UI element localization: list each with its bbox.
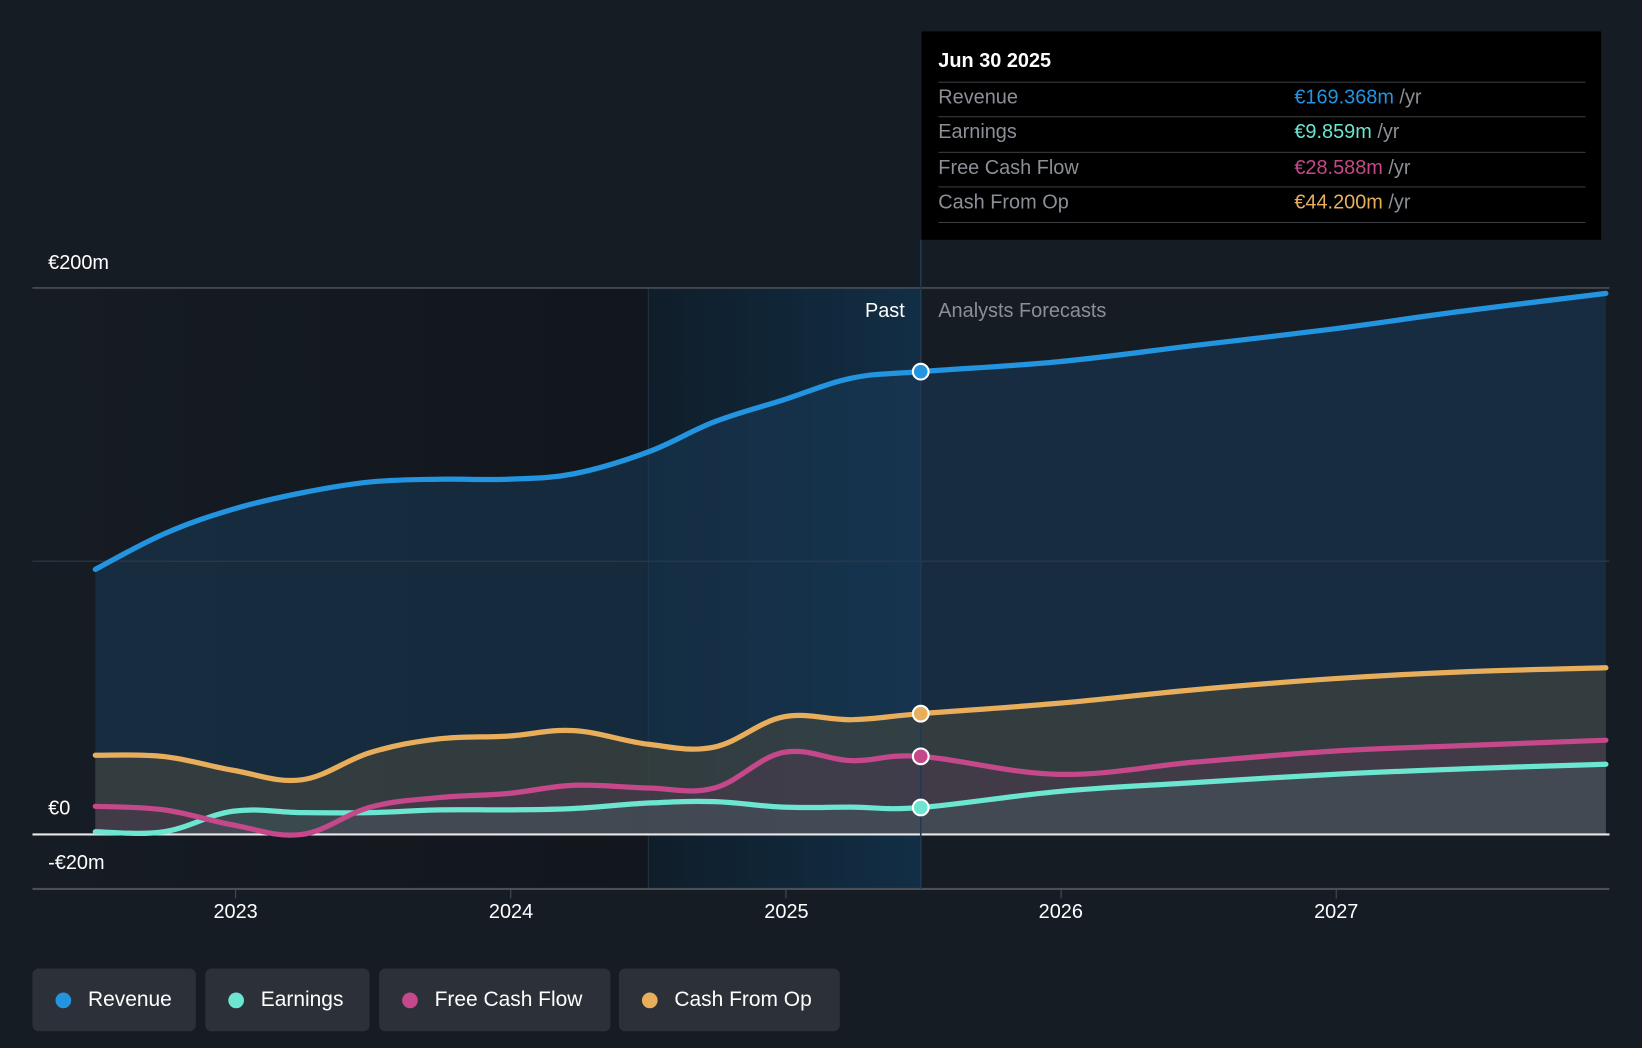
cash-from-op-line	[92, 665, 1609, 784]
legend-item-free-cash-flow[interactable]: Free Cash Flow	[379, 968, 611, 1032]
legend-dot-icon	[402, 992, 418, 1008]
tooltip-value-number: €44.200m	[1294, 191, 1383, 214]
forecast-label: Analysts Forecasts	[938, 300, 1107, 323]
tooltip-row-cash-from-op: Cash From Op €44.200m /yr	[938, 186, 1586, 224]
tooltip-row-earnings: Earnings €9.859m /yr	[938, 116, 1586, 152]
tooltip-row-free-cash-flow: Free Cash Flow €28.588m /yr	[938, 151, 1586, 188]
tooltip-value: €9.859m /yr	[1294, 121, 1399, 144]
legend-label: Free Cash Flow	[434, 987, 583, 1011]
y-tick-label: €0	[48, 797, 71, 820]
tooltip-unit: /yr	[1388, 157, 1411, 180]
cash-from-op-area	[95, 667, 1606, 835]
legend-dot-icon	[55, 992, 72, 1008]
x-tick-label: 2027	[1314, 901, 1359, 924]
tooltip-value: €28.588m /yr	[1294, 157, 1410, 180]
tooltip-label: Cash From Op	[938, 191, 1069, 214]
earnings-marker	[911, 798, 930, 817]
tooltip-unit: /yr	[1388, 191, 1411, 214]
x-tick-label: 2025	[764, 901, 809, 924]
tooltip-label: Earnings	[938, 121, 1017, 144]
legend-dot-icon	[641, 992, 658, 1008]
free-cash-flow-marker	[911, 747, 930, 766]
tooltip-value-number: €9.859m	[1294, 121, 1372, 144]
x-tick-label: 2023	[213, 901, 258, 924]
tooltip-value-number: €28.588m	[1294, 157, 1383, 180]
tooltip: Jun 30 2025 Revenue €169.368m /yr Earnin…	[921, 31, 1602, 240]
legend-item-cash-from-op[interactable]: Cash From Op	[618, 968, 840, 1032]
tooltip-value-number: €169.368m	[1294, 86, 1394, 109]
legend-label: Revenue	[87, 987, 172, 1011]
legend-label: Cash From Op	[674, 987, 812, 1011]
y-tick-label: €200m	[48, 252, 110, 275]
earnings-line	[92, 761, 1609, 836]
tooltip-value: €44.200m /yr	[1294, 192, 1410, 215]
tooltip-row-revenue: Revenue €169.368m /yr	[938, 81, 1586, 118]
past-label: Past	[864, 300, 905, 323]
x-tick-label: 2026	[1038, 901, 1083, 924]
tooltip-label: Free Cash Flow	[938, 157, 1079, 180]
legend-label: Earnings	[260, 987, 344, 1011]
y-tick-label: -€20m	[48, 852, 105, 875]
cash-from-op-marker	[911, 704, 930, 723]
revenue-marker	[911, 362, 930, 381]
tooltip-value: €169.368m /yr	[1294, 87, 1421, 110]
legend-dot-icon	[228, 992, 244, 1008]
tooltip-unit: /yr	[1399, 86, 1422, 109]
legend-item-earnings[interactable]: Earnings	[205, 968, 370, 1032]
tooltip-label: Revenue	[938, 86, 1018, 109]
x-tick-label: 2024	[488, 901, 534, 924]
legend-item-revenue[interactable]: Revenue	[32, 968, 196, 1032]
revenue-line	[92, 290, 1609, 573]
tooltip-unit: /yr	[1377, 121, 1400, 144]
free-cash-flow-line	[92, 737, 1609, 838]
tooltip-date: Jun 30 2025	[938, 50, 1052, 73]
